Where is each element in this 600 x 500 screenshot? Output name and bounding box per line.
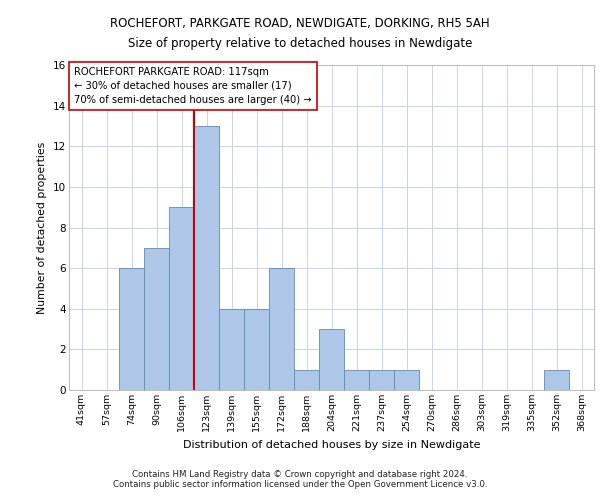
Bar xyxy=(319,329,344,390)
Bar xyxy=(119,268,144,390)
Text: Contains HM Land Registry data © Crown copyright and database right 2024.
Contai: Contains HM Land Registry data © Crown c… xyxy=(113,470,487,489)
Bar xyxy=(269,268,294,390)
Bar xyxy=(169,207,194,390)
Text: ROCHEFORT PARKGATE ROAD: 117sqm
← 30% of detached houses are smaller (17)
70% of: ROCHEFORT PARKGATE ROAD: 117sqm ← 30% of… xyxy=(74,66,312,104)
Y-axis label: Number of detached properties: Number of detached properties xyxy=(37,142,47,314)
Bar xyxy=(369,370,394,390)
Bar xyxy=(394,370,419,390)
Text: Size of property relative to detached houses in Newdigate: Size of property relative to detached ho… xyxy=(128,38,472,51)
Bar xyxy=(194,126,219,390)
X-axis label: Distribution of detached houses by size in Newdigate: Distribution of detached houses by size … xyxy=(183,440,480,450)
Bar xyxy=(144,248,169,390)
Bar xyxy=(344,370,369,390)
Bar xyxy=(244,308,269,390)
Bar xyxy=(544,370,569,390)
Text: ROCHEFORT, PARKGATE ROAD, NEWDIGATE, DORKING, RH5 5AH: ROCHEFORT, PARKGATE ROAD, NEWDIGATE, DOR… xyxy=(110,18,490,30)
Bar xyxy=(219,308,244,390)
Bar xyxy=(294,370,319,390)
